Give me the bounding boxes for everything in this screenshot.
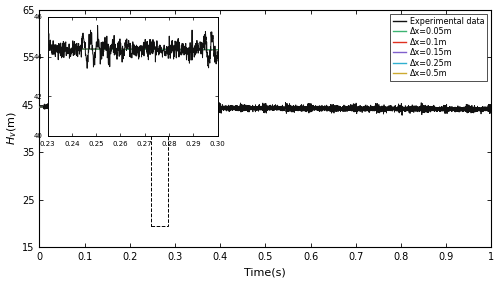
Legend: Experimental data, Δx=0.05m, Δx=0.1m, Δx=0.15m, Δx=0.25m, Δx=0.5m: Experimental data, Δx=0.05m, Δx=0.1m, Δx…	[390, 14, 488, 81]
Y-axis label: $H_v$(m): $H_v$(m)	[6, 111, 19, 145]
X-axis label: Time(s): Time(s)	[244, 267, 286, 277]
Bar	[151, 100, 168, 226]
